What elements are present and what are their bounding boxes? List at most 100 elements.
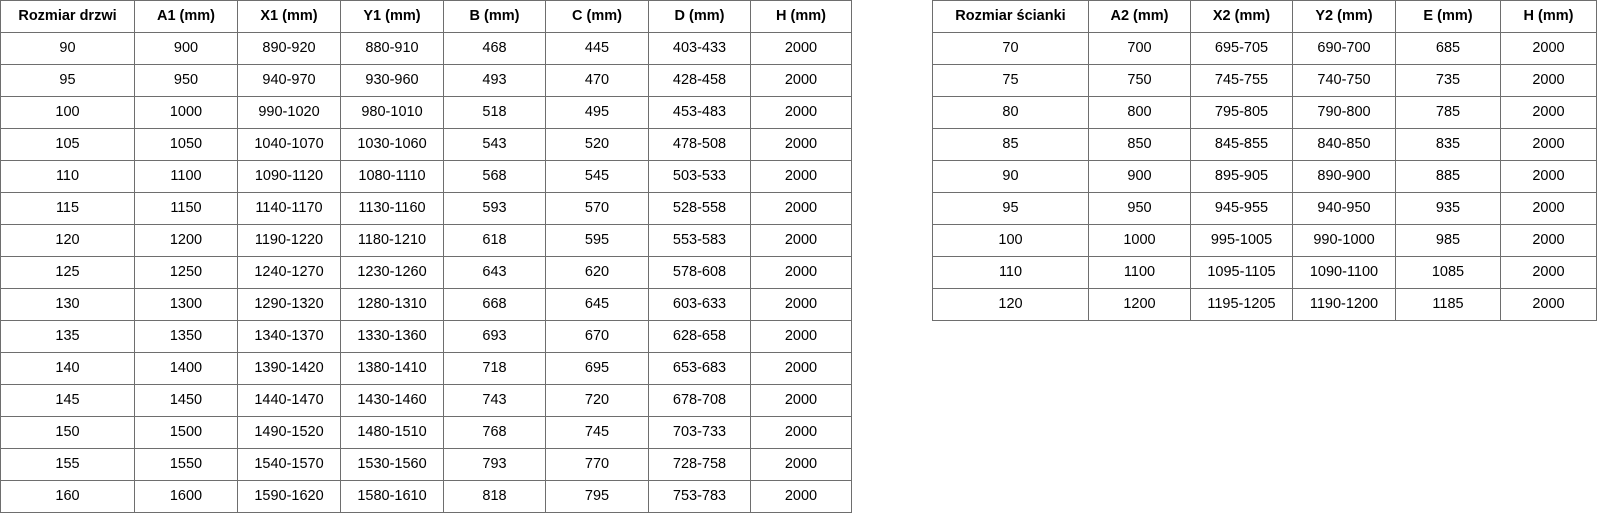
door-size-cell: 135 (0, 320, 135, 353)
door-value-cell: 403-433 (648, 32, 751, 65)
door-value-cell: 695 (545, 352, 649, 385)
door-value-cell: 1390-1420 (237, 352, 341, 385)
wall-value-cell: 990-1000 (1292, 224, 1396, 257)
door-value-cell: 900 (134, 32, 238, 65)
door-value-cell: 795 (545, 480, 649, 513)
door-value-cell: 468 (443, 32, 546, 65)
door-value-cell: 1550 (134, 448, 238, 481)
door-value-cell: 1490-1520 (237, 416, 341, 449)
wall-value-cell: 1185 (1395, 288, 1501, 321)
wall-column-header: A2 (mm) (1088, 0, 1191, 33)
wall-value-cell: 900 (1088, 160, 1191, 193)
door-size-cell: 105 (0, 128, 135, 161)
door-value-cell: 2000 (750, 192, 852, 225)
table-row: 145 1450 1440-1470 1430-1460 743 720 678-708 20… (0, 384, 852, 417)
door-value-cell: 880-910 (340, 32, 444, 65)
wall-value-cell: 2000 (1500, 32, 1597, 65)
wall-value-cell: 835 (1395, 128, 1501, 161)
door-value-cell: 2000 (750, 320, 852, 353)
wall-value-cell: 845-855 (1190, 128, 1293, 161)
door-value-cell: 940-970 (237, 64, 341, 97)
wall-value-cell: 885 (1395, 160, 1501, 193)
wall-size-cell: 70 (932, 32, 1089, 65)
door-value-cell: 2000 (750, 224, 852, 257)
door-value-cell: 1250 (134, 256, 238, 289)
wall-value-cell: 1000 (1088, 224, 1191, 257)
door-value-cell: 453-483 (648, 96, 751, 129)
wall-value-cell: 1190-1200 (1292, 288, 1396, 321)
door-table-body: 90 900 890-920 880-910 468 445 403-433 2000 95 95… (0, 32, 852, 513)
door-value-cell: 718 (443, 352, 546, 385)
door-value-cell: 2000 (750, 128, 852, 161)
door-value-cell: 553-583 (648, 224, 751, 257)
door-value-cell: 653-683 (648, 352, 751, 385)
door-value-cell: 770 (545, 448, 649, 481)
door-value-cell: 1580-1610 (340, 480, 444, 513)
door-column-header: Y1 (mm) (340, 0, 444, 33)
wall-value-cell: 945-955 (1190, 192, 1293, 225)
wall-size-cell: 95 (932, 192, 1089, 225)
door-value-cell: 428-458 (648, 64, 751, 97)
door-value-cell: 593 (443, 192, 546, 225)
door-value-cell: 643 (443, 256, 546, 289)
wall-column-header: H (mm) (1500, 0, 1597, 33)
door-value-cell: 1400 (134, 352, 238, 385)
door-value-cell: 2000 (750, 352, 852, 385)
door-size-cell: 100 (0, 96, 135, 129)
door-value-cell: 678-708 (648, 384, 751, 417)
table-row: 85 850 845-855 840-850 835 2000 (932, 128, 1597, 161)
door-value-cell: 478-508 (648, 128, 751, 161)
door-value-cell: 745 (545, 416, 649, 449)
door-value-cell: 1180-1210 (340, 224, 444, 257)
door-column-header: H (mm) (750, 0, 852, 33)
door-column-header: A1 (mm) (134, 0, 238, 33)
wall-value-cell: 935 (1395, 192, 1501, 225)
door-value-cell: 645 (545, 288, 649, 321)
door-value-cell: 2000 (750, 288, 852, 321)
door-value-cell: 1240-1270 (237, 256, 341, 289)
wall-value-cell: 1085 (1395, 256, 1501, 289)
door-value-cell: 950 (134, 64, 238, 97)
table-row: 105 1050 1040-1070 1030-1060 543 520 478-508 20… (0, 128, 852, 161)
door-value-cell: 1300 (134, 288, 238, 321)
door-value-cell: 1330-1360 (340, 320, 444, 353)
door-value-cell: 1430-1460 (340, 384, 444, 417)
door-value-cell: 818 (443, 480, 546, 513)
wall-value-cell: 2000 (1500, 192, 1597, 225)
door-value-cell: 768 (443, 416, 546, 449)
door-value-cell: 620 (545, 256, 649, 289)
door-value-cell: 470 (545, 64, 649, 97)
table-row: 75 750 745-755 740-750 735 2000 (932, 64, 1597, 97)
door-value-cell: 1000 (134, 96, 238, 129)
table-row: 80 800 795-805 790-800 785 2000 (932, 96, 1597, 129)
door-value-cell: 2000 (750, 160, 852, 193)
door-value-cell: 693 (443, 320, 546, 353)
door-value-cell: 545 (545, 160, 649, 193)
door-value-cell: 1340-1370 (237, 320, 341, 353)
door-value-cell: 595 (545, 224, 649, 257)
wall-value-cell: 695-705 (1190, 32, 1293, 65)
door-value-cell: 793 (443, 448, 546, 481)
door-size-cell: 155 (0, 448, 135, 481)
table-row: 160 1600 1590-1620 1580-1610 818 795 753-783 20… (0, 480, 852, 513)
wall-value-cell: 890-900 (1292, 160, 1396, 193)
door-value-cell: 670 (545, 320, 649, 353)
door-value-cell: 2000 (750, 96, 852, 129)
door-value-cell: 890-920 (237, 32, 341, 65)
table-row: 100 1000 995-1005 990-1000 985 2000 (932, 224, 1597, 257)
wall-value-cell: 895-905 (1190, 160, 1293, 193)
door-value-cell: 543 (443, 128, 546, 161)
wall-value-cell: 685 (1395, 32, 1501, 65)
table-row: 125 1250 1240-1270 1230-1260 643 620 578-608 20… (0, 256, 852, 289)
door-value-cell: 1380-1410 (340, 352, 444, 385)
wall-value-cell: 750 (1088, 64, 1191, 97)
wall-column-header: X2 (mm) (1190, 0, 1293, 33)
door-value-cell: 980-1010 (340, 96, 444, 129)
wall-value-cell: 2000 (1500, 160, 1597, 193)
door-value-cell: 1280-1310 (340, 288, 444, 321)
wall-column-header: E (mm) (1395, 0, 1501, 33)
wall-value-cell: 840-850 (1292, 128, 1396, 161)
door-value-cell: 668 (443, 288, 546, 321)
door-value-cell: 503-533 (648, 160, 751, 193)
table-row: 90 900 890-920 880-910 468 445 403-433 2000 (0, 32, 852, 65)
